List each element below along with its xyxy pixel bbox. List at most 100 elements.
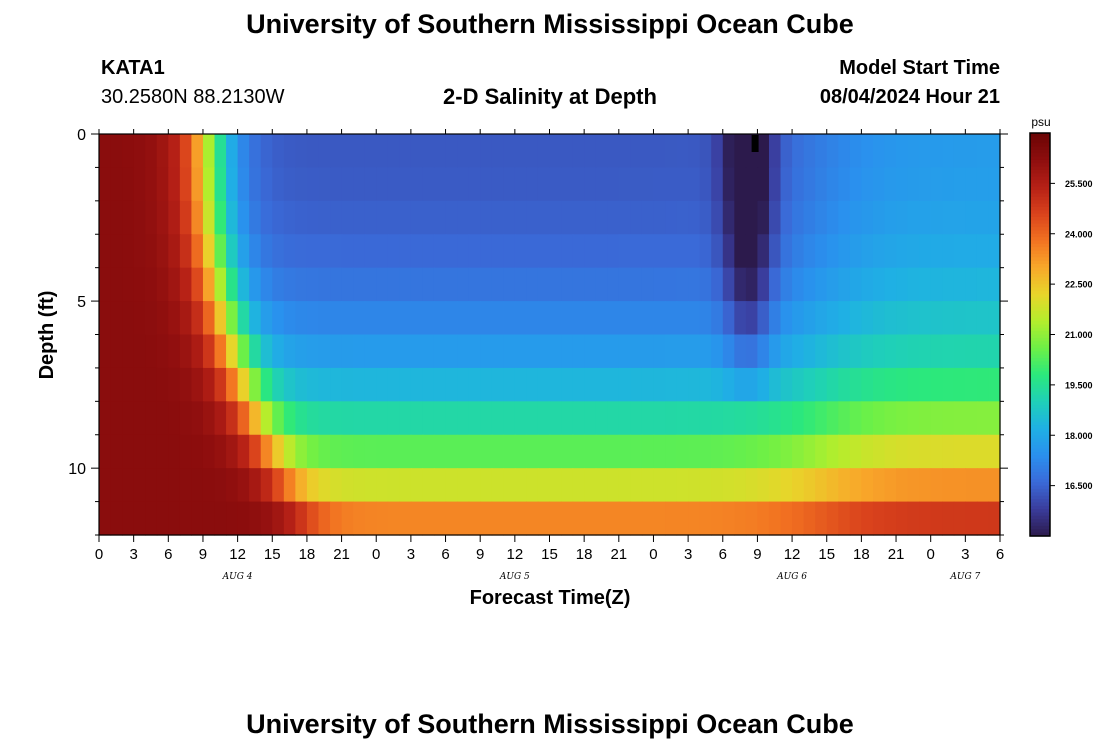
heatmap-cell bbox=[768, 167, 782, 202]
heatmap-cell bbox=[607, 200, 620, 235]
heatmap-cell bbox=[318, 434, 331, 469]
heatmap-cell bbox=[607, 334, 620, 369]
heatmap-cell bbox=[191, 401, 204, 436]
heatmap-cell bbox=[99, 234, 112, 269]
heatmap-cell bbox=[514, 334, 527, 369]
heatmap-cell bbox=[526, 134, 539, 169]
heatmap-cell bbox=[745, 501, 759, 536]
heatmap-cell bbox=[595, 367, 608, 402]
heatmap-cell bbox=[202, 468, 216, 503]
heatmap-cell bbox=[988, 200, 1001, 235]
heatmap-cell bbox=[607, 401, 620, 436]
heatmap-cell bbox=[260, 234, 273, 269]
heatmap-cell bbox=[457, 468, 470, 503]
heatmap-cell bbox=[607, 167, 620, 202]
heatmap-cell bbox=[757, 200, 770, 235]
heatmap-cell bbox=[526, 367, 539, 402]
station-id: KATA1 bbox=[101, 57, 165, 79]
heatmap-cell bbox=[202, 267, 216, 302]
heatmap-cell bbox=[884, 167, 897, 202]
heatmap-cell bbox=[884, 367, 897, 402]
heatmap-cell bbox=[433, 401, 447, 436]
heatmap-cell bbox=[260, 334, 273, 369]
heatmap-cell bbox=[272, 367, 285, 402]
colorbar-swatch bbox=[1030, 351, 1050, 356]
heatmap-cell bbox=[330, 234, 343, 269]
heatmap-cell bbox=[341, 234, 354, 269]
heatmap-cell bbox=[214, 501, 227, 536]
heatmap-cell bbox=[122, 167, 135, 202]
heatmap-cell bbox=[122, 468, 135, 503]
heatmap-cell bbox=[318, 301, 331, 336]
heatmap-cell bbox=[202, 301, 216, 336]
heatmap-cell bbox=[214, 334, 227, 369]
x-tick-label: 21 bbox=[333, 546, 350, 563]
heatmap-cell bbox=[514, 367, 527, 402]
heatmap-cell bbox=[399, 468, 412, 503]
heatmap-cell bbox=[976, 434, 990, 469]
heatmap-cell bbox=[445, 167, 458, 202]
colorbar-swatch bbox=[1030, 529, 1050, 534]
heatmap-cell bbox=[410, 301, 424, 336]
colorbar-swatch bbox=[1030, 206, 1050, 211]
colorbar-tick-label: 19.500 bbox=[1065, 380, 1093, 390]
heatmap-cell bbox=[549, 367, 562, 402]
heatmap-cell bbox=[803, 267, 816, 302]
heatmap-cell bbox=[734, 267, 747, 302]
heatmap-cell bbox=[849, 434, 862, 469]
heatmap-cell bbox=[503, 267, 516, 302]
heatmap-cell bbox=[537, 167, 551, 202]
heatmap-cell bbox=[907, 267, 920, 302]
heatmap-cell bbox=[306, 367, 320, 402]
heatmap-cell bbox=[688, 334, 701, 369]
heatmap-cell bbox=[595, 434, 608, 469]
heatmap-cell bbox=[110, 501, 123, 536]
heatmap-cell bbox=[757, 334, 770, 369]
heatmap-cell bbox=[491, 167, 504, 202]
colorbar-swatch bbox=[1030, 297, 1050, 302]
heatmap-cell bbox=[283, 301, 296, 336]
heatmap-cell bbox=[896, 367, 909, 402]
heatmap-marker bbox=[751, 135, 759, 152]
colorbar-swatch bbox=[1030, 452, 1050, 456]
heatmap-cell bbox=[872, 134, 886, 169]
heatmap-cell bbox=[503, 367, 516, 402]
heatmap-cell bbox=[330, 401, 343, 436]
heatmap-cell bbox=[422, 301, 435, 336]
y-axis-label: Depth (ft) bbox=[36, 291, 58, 380]
heatmap-cell bbox=[283, 434, 296, 469]
heatmap-cell bbox=[930, 167, 943, 202]
heatmap-cell bbox=[526, 301, 539, 336]
heatmap-cell bbox=[156, 301, 169, 336]
heatmap-cell bbox=[745, 200, 759, 235]
colorbar-swatch bbox=[1030, 159, 1050, 164]
heatmap-cell bbox=[722, 167, 735, 202]
heatmap-cell bbox=[272, 267, 285, 302]
heatmap-cell bbox=[376, 301, 389, 336]
heatmap-cell bbox=[491, 501, 504, 536]
heatmap-cell bbox=[214, 234, 227, 269]
heatmap-cell bbox=[399, 401, 412, 436]
heatmap-cell bbox=[815, 334, 828, 369]
heatmap-cell bbox=[468, 501, 481, 536]
heatmap-cell bbox=[988, 167, 1001, 202]
heatmap-cell bbox=[376, 401, 389, 436]
heatmap-cell bbox=[630, 401, 643, 436]
heatmap-cell bbox=[630, 134, 643, 169]
heatmap-cell bbox=[341, 200, 354, 235]
heatmap-cell bbox=[156, 334, 169, 369]
colorbar-swatch bbox=[1030, 287, 1050, 292]
heatmap-cell bbox=[768, 334, 782, 369]
heatmap-cell bbox=[433, 234, 447, 269]
heatmap-cell bbox=[168, 134, 181, 169]
heatmap-cell bbox=[156, 267, 169, 302]
heatmap-cell bbox=[653, 334, 666, 369]
heatmap-cell bbox=[676, 468, 689, 503]
colorbar-swatch bbox=[1030, 358, 1050, 362]
heatmap-cell bbox=[838, 434, 851, 469]
heatmap-cell bbox=[953, 468, 966, 503]
heatmap-cell bbox=[249, 401, 262, 436]
x-tick-label: 6 bbox=[441, 546, 449, 563]
heatmap-cell bbox=[745, 367, 759, 402]
heatmap-cell bbox=[410, 401, 424, 436]
